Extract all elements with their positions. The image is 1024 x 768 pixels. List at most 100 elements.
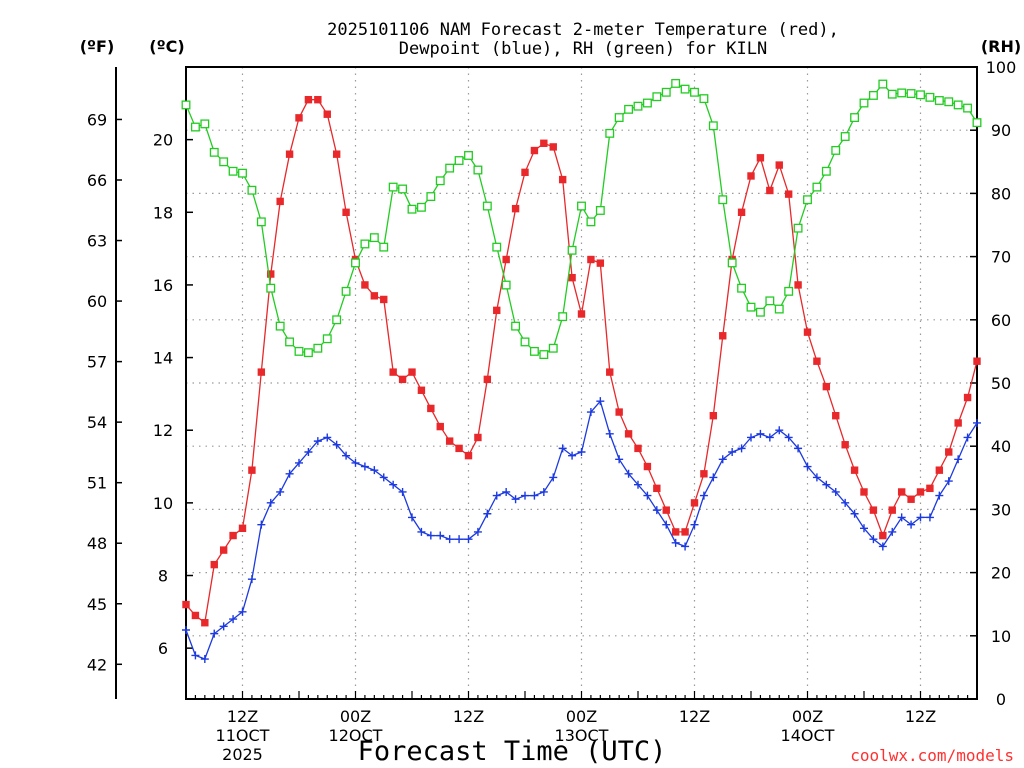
temperature-marker xyxy=(681,528,689,536)
fahrenheit-tick-label: 66 xyxy=(87,171,107,190)
rh-marker xyxy=(398,184,408,194)
dewpoint-marker xyxy=(200,655,209,664)
celsius-tick-label: 12 xyxy=(153,421,173,440)
dewpoint-marker xyxy=(351,458,360,467)
rh-marker xyxy=(341,286,351,296)
rh-marker xyxy=(332,315,342,325)
rh-marker xyxy=(727,258,737,268)
rh-tick-label: 80 xyxy=(991,184,1011,203)
rh-marker xyxy=(595,206,605,215)
temperature-marker xyxy=(700,470,708,478)
temperature-marker xyxy=(408,368,416,376)
rh-marker xyxy=(746,302,756,312)
temperature-marker xyxy=(954,419,962,427)
rh-marker xyxy=(812,182,822,192)
rh-marker xyxy=(690,87,699,97)
rh-marker xyxy=(190,122,200,132)
fahrenheit-tick-label: 54 xyxy=(87,413,107,432)
rh-marker xyxy=(228,166,238,176)
fahrenheit-unit-label: (ºF) xyxy=(80,37,115,56)
dewpoint-marker xyxy=(332,440,341,449)
dewpoint-marker xyxy=(699,491,708,500)
rh-marker xyxy=(520,337,530,347)
rh-marker xyxy=(209,147,219,157)
temperature-marker xyxy=(587,255,595,264)
dewpoint-marker xyxy=(765,433,774,442)
dewpoint-marker xyxy=(473,527,482,536)
dewpoint-marker xyxy=(238,607,247,616)
rh-marker xyxy=(539,350,549,360)
temperature-marker xyxy=(304,95,313,104)
temperature-marker xyxy=(860,488,868,496)
dewpoint-marker xyxy=(539,487,548,496)
rh-marker xyxy=(416,202,426,212)
dewpoint-marker xyxy=(605,429,614,438)
temperature-marker xyxy=(897,488,906,496)
rh-marker xyxy=(793,223,803,233)
dewpoint-marker xyxy=(464,535,473,544)
dewpoint-marker xyxy=(615,455,624,464)
rh-marker xyxy=(944,97,954,107)
temperature-marker xyxy=(342,208,350,216)
rh-marker xyxy=(256,217,266,227)
rh-marker xyxy=(351,258,360,268)
temperature-marker xyxy=(191,611,200,620)
rh-marker xyxy=(266,283,276,293)
rh-marker xyxy=(464,151,473,160)
temperature-marker xyxy=(210,560,218,569)
temperature-marker xyxy=(624,430,633,438)
temperature-marker xyxy=(549,143,557,151)
celsius-tick-label: 8 xyxy=(158,567,168,586)
temperature-marker xyxy=(926,484,934,493)
temperature-marker xyxy=(455,444,463,453)
rh-tick-label: 10 xyxy=(991,627,1011,646)
temperature-marker xyxy=(596,259,605,267)
dewpoint-marker xyxy=(860,524,868,533)
dewpoint-marker xyxy=(869,535,878,544)
rh-marker xyxy=(925,92,935,102)
dewpoint-marker xyxy=(643,491,652,500)
rh-marker xyxy=(633,101,643,111)
temperature-marker xyxy=(436,422,444,431)
temperature-marker xyxy=(709,411,718,420)
rh-marker xyxy=(614,113,624,123)
dewpoint-marker xyxy=(850,509,859,518)
rh-tick-label: 60 xyxy=(991,311,1011,330)
temperature-marker xyxy=(201,619,209,627)
dewpoint-marker xyxy=(841,498,850,507)
x-tick-label: 00Z xyxy=(340,707,371,726)
rh-marker xyxy=(238,168,247,178)
rh-marker xyxy=(803,195,812,205)
temperature-marker xyxy=(690,499,699,507)
temperature-marker xyxy=(521,168,529,177)
dewpoint-marker xyxy=(313,437,322,446)
temperature-marker xyxy=(380,295,388,304)
rh-marker xyxy=(671,78,681,88)
rh-marker xyxy=(219,157,229,167)
fahrenheit-tick-label: 57 xyxy=(87,353,107,372)
temperature-marker xyxy=(916,488,925,496)
dewpoint-marker xyxy=(775,426,784,435)
rh-marker xyxy=(454,156,464,165)
fahrenheit-tick-label: 69 xyxy=(87,110,107,129)
dewpoint-marker xyxy=(285,469,294,478)
temperature-marker xyxy=(238,524,247,532)
temperature-marker xyxy=(577,310,586,318)
temperature-marker xyxy=(832,411,840,420)
dewpoint-marker xyxy=(596,397,605,406)
temperature-marker xyxy=(615,408,623,416)
dewpoint-marker xyxy=(662,520,671,529)
dewpoint-marker xyxy=(718,455,727,464)
rh-marker xyxy=(953,100,963,110)
celsius-tick-label: 10 xyxy=(153,494,173,513)
temperature-marker xyxy=(794,281,802,289)
dewpoint-marker xyxy=(182,625,190,634)
dewpoint-marker xyxy=(803,462,812,471)
dewpoint-marker xyxy=(747,433,755,442)
rh-tick-label: 90 xyxy=(991,121,1011,140)
rh-marker xyxy=(605,128,615,138)
dewpoint-marker xyxy=(681,542,690,551)
rh-marker xyxy=(642,98,652,108)
rh-marker xyxy=(755,307,765,317)
dewpoint-marker xyxy=(831,487,840,496)
